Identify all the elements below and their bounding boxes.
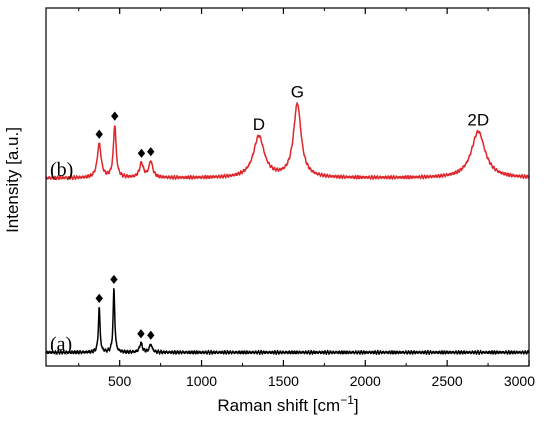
series-line-a bbox=[45, 288, 530, 356]
x-tick-label-1: 1000 bbox=[186, 373, 217, 389]
series-label-a: (a) bbox=[50, 333, 72, 355]
axes: 500 1000 1500 2000 2500 3000 bbox=[45, 7, 535, 389]
x-tick-label-4: 2500 bbox=[432, 373, 463, 389]
peak-marker-b-0 bbox=[95, 129, 103, 139]
y-axis-title: Intensity [a.u.] bbox=[3, 127, 22, 233]
series-line-b bbox=[45, 102, 530, 181]
plot-area: D G 2D (b) (a) bbox=[45, 82, 530, 356]
peak-label-b-1: G bbox=[291, 82, 304, 101]
peak-marker-a-1 bbox=[110, 274, 118, 285]
peak-marker-b-3 bbox=[147, 147, 155, 157]
x-tick-label-2: 1500 bbox=[268, 373, 299, 389]
peak-label-b-0: D bbox=[253, 115, 265, 134]
peak-marker-b-2 bbox=[137, 148, 146, 158]
peak-marker-b-1 bbox=[111, 111, 119, 121]
x-axis-title: Raman shift [cm−1] bbox=[217, 393, 358, 415]
peak-marker-a-3 bbox=[147, 330, 155, 340]
peak-marker-a-0 bbox=[95, 293, 103, 303]
plot-frame bbox=[45, 7, 530, 367]
x-tick-label-3: 2000 bbox=[350, 373, 381, 389]
x-tick-label-0: 500 bbox=[108, 373, 132, 389]
x-axis-title-superscript: −1 bbox=[340, 393, 354, 407]
peak-label-b-2: 2D bbox=[467, 110, 489, 129]
peak-marker-a-2 bbox=[137, 329, 145, 339]
series-label-b: (b) bbox=[50, 159, 73, 181]
x-tick-label-5: 3000 bbox=[504, 373, 535, 389]
